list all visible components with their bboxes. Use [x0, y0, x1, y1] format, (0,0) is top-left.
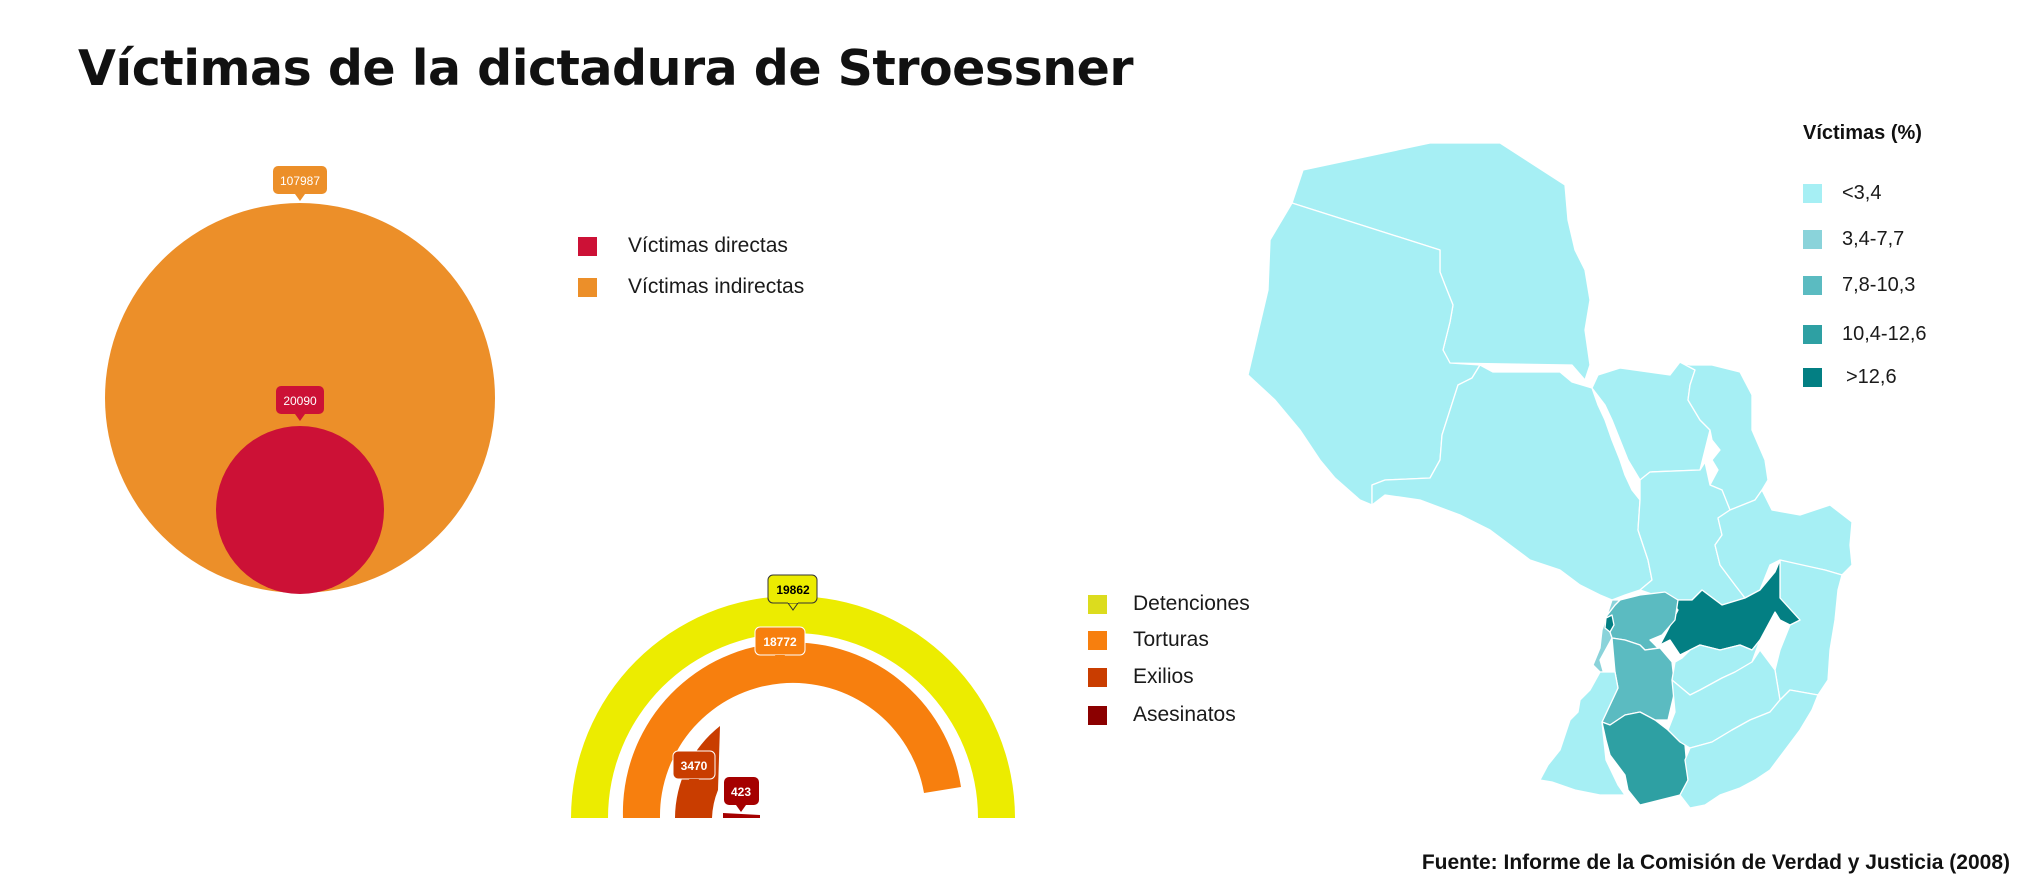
label-detenciones: 19862: [767, 574, 818, 611]
legend-item-indirectas[interactable]: Víctimas indirectas: [578, 275, 804, 299]
legend-swatch-icon: [1803, 325, 1822, 344]
svg-text:3470: 3470: [681, 759, 708, 773]
svg-text:107987: 107987: [280, 174, 320, 188]
legend-swatch-icon: [1803, 230, 1822, 249]
legend-swatch-icon: [1088, 594, 1107, 614]
legend-item-gt-12-6[interactable]: >12,6: [1803, 366, 1897, 389]
label-asesinatos: 423: [724, 777, 759, 812]
bubble-directas[interactable]: [216, 426, 384, 594]
bar-detenciones[interactable]: [571, 596, 1015, 818]
label-exilios: 3470: [672, 750, 716, 786]
legend-swatch-icon: [1088, 630, 1107, 650]
legend-swatch-icon: [1803, 184, 1822, 203]
svg-text:19862: 19862: [776, 583, 810, 597]
region-asuncion[interactable]: [1604, 614, 1615, 633]
region-neembucu[interactable]: [1539, 671, 1626, 796]
region-presidente-hayes[interactable]: [1371, 364, 1653, 601]
svg-text:18772: 18772: [763, 635, 797, 649]
label-indirectas: 107987: [273, 166, 327, 201]
region-canindeyu[interactable]: [1714, 489, 1853, 599]
legend-swatch-icon: [1088, 667, 1107, 687]
map-legend-title: Víctimas (%): [1803, 122, 1922, 144]
legend-item-asesinatos[interactable]: Asesinatos: [1088, 703, 1236, 727]
legend-item-lt-3-4[interactable]: <3,4: [1803, 182, 1881, 205]
region-itapua[interactable]: [1679, 689, 1819, 809]
svg-text:423: 423: [731, 785, 751, 799]
page-title: Víctimas de la dictadura de Stroessner: [78, 40, 1134, 97]
source-note: Fuente: Informe de la Comisión de Verdad…: [1421, 851, 2010, 874]
legend-swatch-icon: [578, 277, 597, 297]
legend-swatch-icon: [578, 236, 597, 256]
region-alto-parana[interactable]: [1774, 559, 1843, 701]
legend-swatch-icon: [1803, 368, 1822, 387]
legend-item-3-4-7-7[interactable]: 3,4-7,7: [1803, 228, 1904, 251]
label-torturas: 18772: [754, 626, 806, 662]
legend-item-torturas[interactable]: Torturas: [1088, 628, 1209, 652]
svg-text:20090: 20090: [283, 394, 317, 408]
legend-item-7-8-10-3[interactable]: 7,8-10,3: [1803, 274, 1915, 297]
bar-torturas[interactable]: [622, 642, 961, 818]
legend-swatch-icon: [1803, 276, 1822, 295]
label-directas: 20090: [276, 386, 324, 421]
bar-asesinatos[interactable]: [723, 813, 760, 818]
legend-item-exilios[interactable]: Exilios: [1088, 665, 1194, 689]
legend-item-detenciones[interactable]: Detenciones: [1088, 592, 1250, 616]
legend-item-directas[interactable]: Víctimas directas: [578, 234, 788, 258]
legend-item-10-4-12-6[interactable]: 10,4-12,6: [1803, 323, 1927, 346]
legend-swatch-icon: [1088, 705, 1107, 725]
region-caaguazu[interactable]: [1659, 559, 1801, 656]
